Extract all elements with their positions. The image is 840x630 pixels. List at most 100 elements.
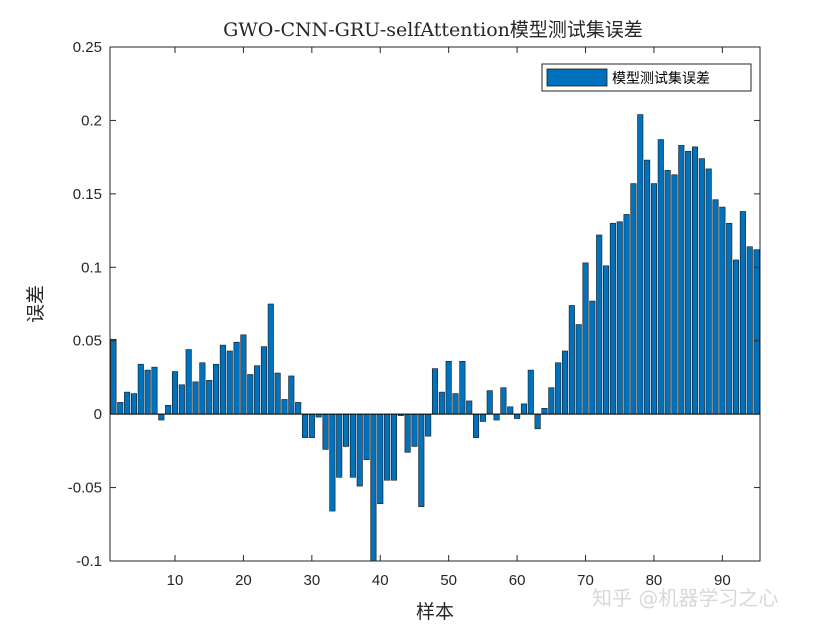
bar bbox=[295, 402, 302, 415]
bar bbox=[226, 350, 233, 415]
bar bbox=[137, 363, 144, 415]
bar bbox=[548, 387, 555, 415]
bar bbox=[438, 391, 445, 415]
bar bbox=[691, 146, 699, 415]
bar bbox=[274, 372, 281, 415]
x-tick-label: 10 bbox=[167, 572, 184, 589]
bar bbox=[555, 362, 562, 415]
y-tick-label: 0.2 bbox=[81, 112, 102, 129]
legend: 模型测试集误差 bbox=[541, 63, 752, 92]
bar bbox=[445, 360, 452, 415]
bar bbox=[637, 114, 644, 415]
bar bbox=[185, 349, 192, 415]
bar bbox=[685, 150, 692, 415]
bar bbox=[254, 365, 261, 415]
x-axis-label: 样本 bbox=[416, 601, 454, 623]
bar bbox=[404, 413, 411, 453]
bar bbox=[192, 381, 199, 415]
x-tick-label: 60 bbox=[509, 572, 526, 589]
bar bbox=[144, 369, 151, 415]
y-tick-label: 0.1 bbox=[81, 259, 102, 276]
bar bbox=[746, 246, 753, 415]
bar bbox=[596, 234, 603, 415]
chart-title: GWO-CNN-GRU-selfAttention模型测试集误差 bbox=[223, 19, 643, 41]
bar bbox=[514, 413, 521, 419]
x-tick-label: 80 bbox=[646, 572, 663, 589]
y-axis-label: 误差 bbox=[25, 285, 47, 323]
bar bbox=[609, 222, 616, 415]
bar bbox=[336, 413, 343, 478]
bar bbox=[527, 369, 534, 415]
y-tick-label: -0.1 bbox=[76, 553, 102, 570]
bar bbox=[603, 265, 610, 415]
bar bbox=[281, 399, 288, 415]
bar bbox=[630, 183, 637, 415]
bar bbox=[582, 262, 589, 415]
bar bbox=[739, 211, 746, 415]
bar bbox=[534, 413, 541, 430]
bar bbox=[678, 145, 685, 415]
x-tick-label: 30 bbox=[303, 572, 320, 589]
y-tick-label: 0.25 bbox=[73, 39, 102, 56]
bar bbox=[698, 158, 705, 415]
bar bbox=[384, 413, 391, 481]
legend-entry-label: 模型测试集误差 bbox=[612, 70, 710, 87]
bar bbox=[479, 413, 486, 422]
x-tick-label: 20 bbox=[235, 572, 252, 589]
bar bbox=[671, 174, 678, 415]
bar bbox=[213, 363, 220, 415]
x-tick-label: 90 bbox=[714, 572, 731, 589]
bar bbox=[343, 413, 350, 447]
bar bbox=[288, 375, 295, 415]
bar bbox=[753, 249, 760, 415]
bar bbox=[130, 393, 137, 415]
bar bbox=[520, 403, 527, 415]
bar bbox=[178, 384, 185, 415]
bar bbox=[110, 338, 117, 415]
bar bbox=[151, 366, 158, 415]
bar bbox=[459, 360, 466, 415]
bar bbox=[623, 214, 630, 415]
bar bbox=[431, 368, 439, 415]
bar bbox=[308, 413, 315, 438]
bar bbox=[363, 413, 370, 460]
bar bbox=[158, 413, 165, 421]
bar bbox=[507, 406, 514, 415]
bar bbox=[418, 413, 425, 507]
bar bbox=[657, 139, 664, 415]
y-tick-label: 0 bbox=[94, 406, 102, 423]
bar bbox=[500, 387, 507, 415]
bar bbox=[370, 413, 377, 562]
bar bbox=[267, 303, 274, 415]
bar bbox=[575, 324, 582, 415]
bar bbox=[726, 222, 733, 415]
bar bbox=[219, 344, 226, 415]
bar bbox=[644, 159, 651, 415]
bar bbox=[240, 334, 247, 415]
bar bbox=[733, 259, 740, 415]
bar bbox=[260, 346, 267, 415]
bar bbox=[705, 168, 712, 415]
bar bbox=[124, 391, 131, 415]
bar bbox=[199, 362, 206, 415]
bar bbox=[322, 413, 329, 450]
bar bbox=[349, 413, 356, 478]
bar bbox=[493, 413, 500, 421]
x-tick-label: 50 bbox=[440, 572, 457, 589]
bar bbox=[233, 341, 240, 415]
bar bbox=[206, 380, 213, 415]
bar bbox=[411, 413, 418, 447]
bar bbox=[719, 206, 726, 415]
bar bbox=[541, 407, 548, 415]
bar bbox=[616, 221, 623, 415]
y-tick-label: 0.05 bbox=[73, 333, 102, 350]
bar bbox=[165, 405, 172, 415]
legend-swatch bbox=[546, 68, 608, 87]
plot-axes-box bbox=[109, 46, 761, 562]
y-axis: -0.1 -0.05 0 0.05 0.1 0.15 0.2 0.25 bbox=[68, 39, 760, 570]
bar bbox=[589, 300, 596, 415]
bar bbox=[452, 393, 459, 415]
bar bbox=[117, 402, 124, 415]
bar bbox=[466, 400, 473, 415]
